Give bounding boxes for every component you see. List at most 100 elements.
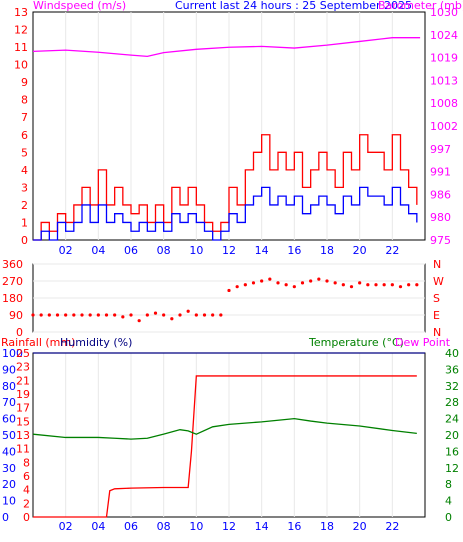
humidity-y-tick-label: 0 [2,511,9,524]
humidity-y-tick-label: 90 [2,363,16,376]
humidity-y-tick-label: 100 [2,347,23,360]
direction-point [153,311,158,315]
direction-point [104,313,109,317]
direction-point [55,313,60,317]
rain-y-tick-label: 2 [23,497,30,510]
direction-point [317,277,321,281]
temperature-y-tick-label: 4 [445,495,452,508]
direction-point [162,313,166,317]
direction-y-tick-label: 90 [9,309,23,322]
wind-x-tick-label: 06 [124,244,138,257]
tick-layer: 0123456789101112139759809869919971002100… [2,6,459,533]
direction-compass-label: W [433,275,444,288]
direction-point [398,285,403,289]
humidity-y-tick-label: 10 [2,495,16,508]
wind-x-tick-label: 04 [91,244,105,257]
direction-point [358,281,362,285]
direction-point [341,283,345,287]
rain-y-tick-label: 6 [23,470,30,483]
rain-y-tick-label: 15 [16,415,30,428]
rain-y-tick-label: 8 [23,456,30,469]
wind-y-tick-label: 9 [21,76,28,89]
temperature-y-tick-label: 36 [445,363,459,376]
direction-point [178,313,182,317]
wind-y-tick-label: 2 [21,199,28,212]
series-layer [31,37,425,518]
rain-x-tick-label: 02 [59,520,73,533]
direction-point [31,313,35,317]
rain-x-tick-label: 04 [91,520,105,533]
rain-y-tick-label: 13 [16,429,30,442]
barometer-y-tick-label: 1002 [430,120,458,133]
rain-x-tick-label: 06 [124,520,138,533]
rain-y-tick-label: 23 [16,361,30,374]
wind-y-tick-label: 10 [14,59,28,72]
rain-y-tick-label: 0 [23,511,30,524]
direction-point [415,283,419,287]
temperature-y-tick-label: 12 [445,462,459,475]
humidity-y-tick-label: 50 [2,429,16,442]
direction-compass-label: S [433,292,440,305]
wind-y-tick-label: 0 [21,234,28,247]
direction-point [72,313,76,317]
wind-x-tick-label: 10 [189,244,203,257]
direction-point [219,313,223,317]
barometer-y-tick-label: 980 [430,211,451,224]
wind-x-tick-label: 16 [287,244,301,257]
direction-point [121,315,125,319]
wind-y-tick-label: 3 [21,181,28,194]
temperature-axis-label: Temperature (°C) [308,336,404,349]
rain-x-tick-label: 10 [189,520,203,533]
wind-y-tick-label: 4 [21,164,28,177]
barometer-axis-label: Barometer (mb) [378,0,463,12]
wind-x-tick-label: 18 [320,244,334,257]
direction-compass-label: N [433,258,441,271]
rain-x-tick-label: 14 [255,520,269,533]
direction-point [382,283,386,287]
rain-y-tick-label: 17 [16,402,30,415]
wind-y-tick-label: 5 [21,146,28,159]
barometer-y-tick-label: 991 [430,166,451,179]
direction-point [284,283,288,287]
rainfall-line [33,375,417,518]
wind-x-tick-label: 12 [222,244,236,257]
direction-point [407,283,411,287]
humidity-y-tick-label: 60 [2,413,16,426]
humidity-axis-label: Humidity (%) [60,336,132,349]
temperature-y-tick-label: 0 [445,511,452,524]
direction-point [268,277,272,281]
grid-layer [33,12,425,517]
barometer-y-tick-label: 1019 [430,52,458,65]
direction-compass-label: N [433,326,441,339]
barometer-y-tick-label: 997 [430,143,451,156]
temperature-y-tick-label: 8 [445,478,452,491]
humidity-y-tick-label: 20 [2,478,16,491]
rain-y-tick-label: 21 [16,374,30,387]
direction-point [243,283,247,287]
direction-point [374,283,378,287]
humidity-y-tick-label: 80 [2,380,16,393]
rain-y-tick-label: 4 [23,484,30,497]
barometer-y-tick-label: 986 [430,188,451,201]
rain-y-tick-label: 19 [16,388,30,401]
direction-point [333,281,337,285]
direction-point [186,309,190,313]
rain-x-tick-label: 18 [320,520,334,533]
direction-point [113,313,117,317]
direction-point [145,313,149,317]
direction-point [80,313,84,317]
direction-point [170,317,174,321]
direction-point [251,281,256,285]
windspeed-axis-label: Windspeed (m/s) [33,0,126,12]
wind-y-tick-label: 8 [21,94,28,107]
direction-point [96,313,100,317]
barometer-y-tick-label: 1024 [430,29,458,42]
direction-point [300,281,305,285]
direction-point [202,313,207,317]
direction-point [349,285,354,289]
direction-point [39,313,43,317]
wind-x-tick-label: 14 [255,244,269,257]
temperature-y-tick-label: 16 [445,445,459,458]
direction-point [325,279,329,283]
chart-title: Current last 24 hours : 25 September 202… [175,0,412,12]
